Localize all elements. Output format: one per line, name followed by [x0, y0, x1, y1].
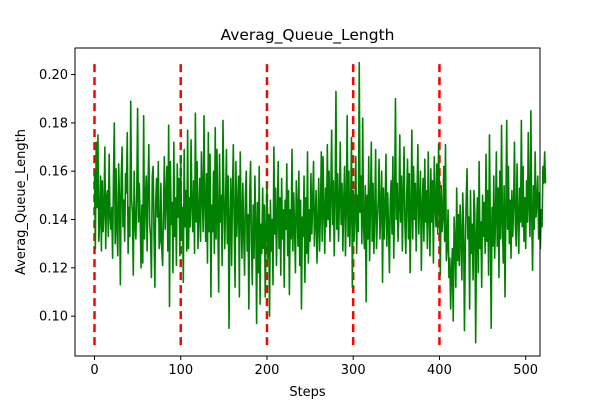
series-group [93, 61, 547, 344]
x-tick-label: 500 [513, 363, 538, 378]
y-tick-label: 0.12 [39, 261, 68, 276]
y-tick-label: 0.16 [39, 165, 68, 180]
y-tick-label: 0.14 [39, 213, 68, 228]
x-tick-label: 100 [168, 363, 193, 378]
y-tick-label: 0.20 [39, 68, 68, 83]
x-axis: 0 100 200 300 400 500 [90, 356, 538, 378]
x-tick-label: 300 [341, 363, 366, 378]
chart-title: Averag_Queue_Length [221, 26, 395, 45]
y-axis-label: Averag_Queue_Length [14, 129, 29, 275]
y-axis: 0.10 0.12 0.14 0.16 0.18 0.20 [39, 68, 75, 325]
y-tick-label: 0.10 [39, 310, 68, 325]
x-tick-label: 0 [90, 363, 98, 378]
plot-frame [74, 47, 541, 357]
x-tick-label: 200 [255, 363, 280, 378]
x-tick-label: 400 [427, 363, 452, 378]
x-axis-label: Steps [289, 385, 326, 400]
y-tick-label: 0.18 [39, 116, 68, 131]
marker-lines [93, 62, 441, 346]
series-line-0 [93, 61, 547, 344]
